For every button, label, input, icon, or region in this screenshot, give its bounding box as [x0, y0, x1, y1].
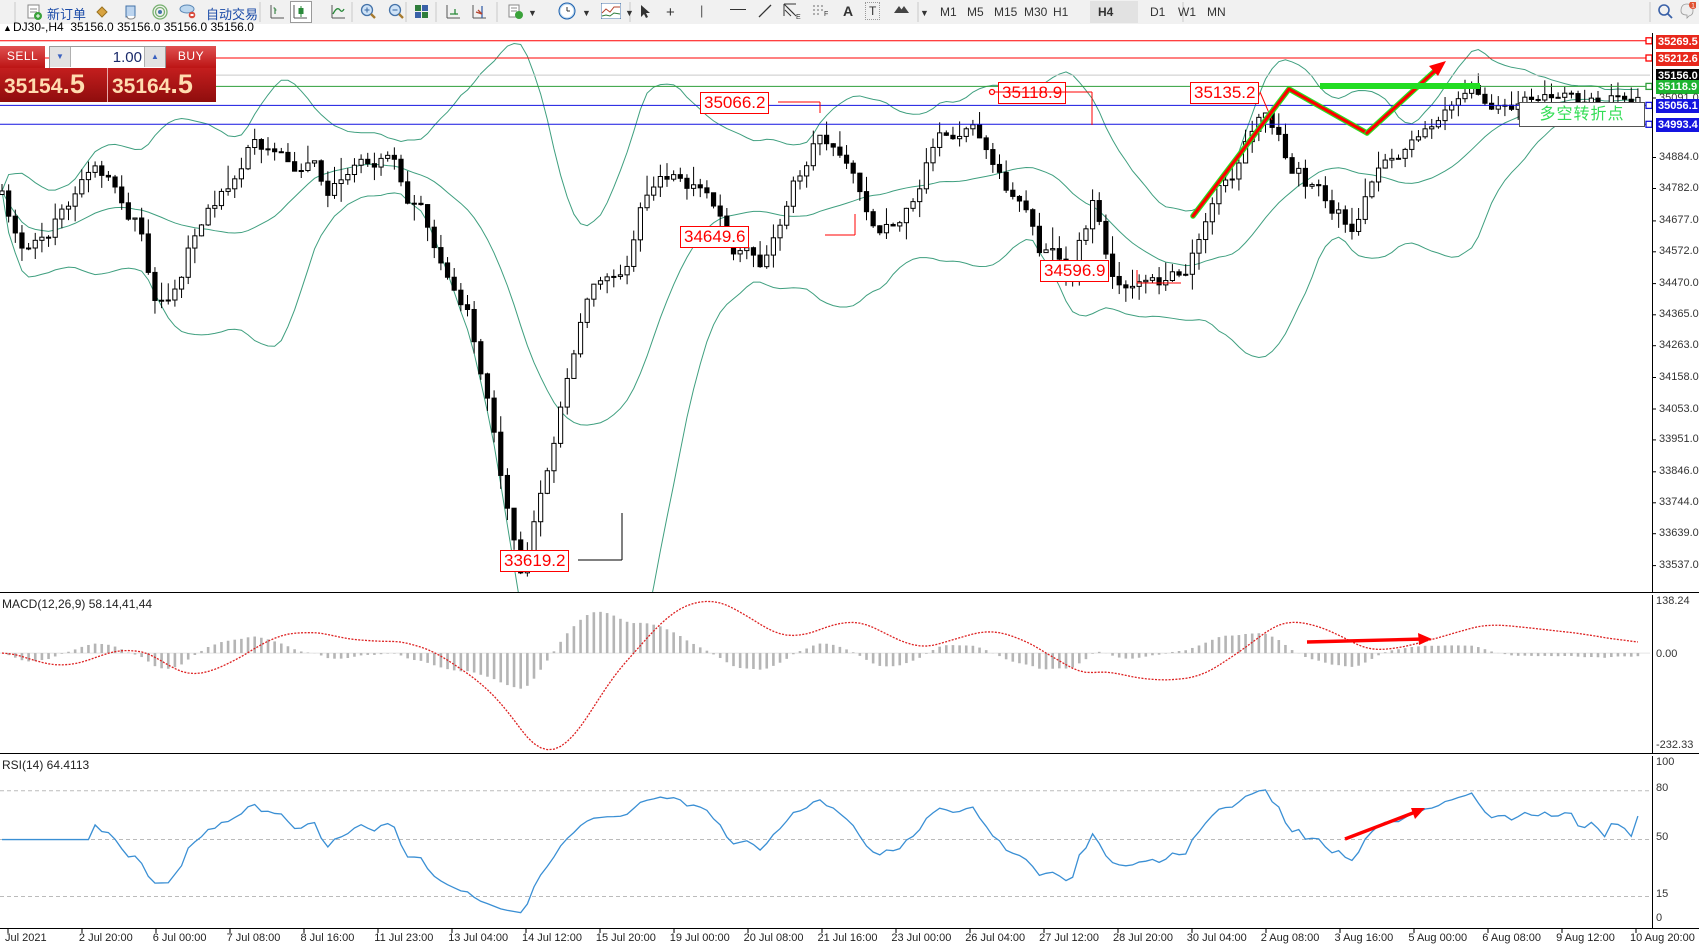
svg-text:F: F: [824, 11, 828, 16]
svg-text:1: 1: [1691, 3, 1695, 10]
svg-text:E: E: [796, 14, 801, 20]
